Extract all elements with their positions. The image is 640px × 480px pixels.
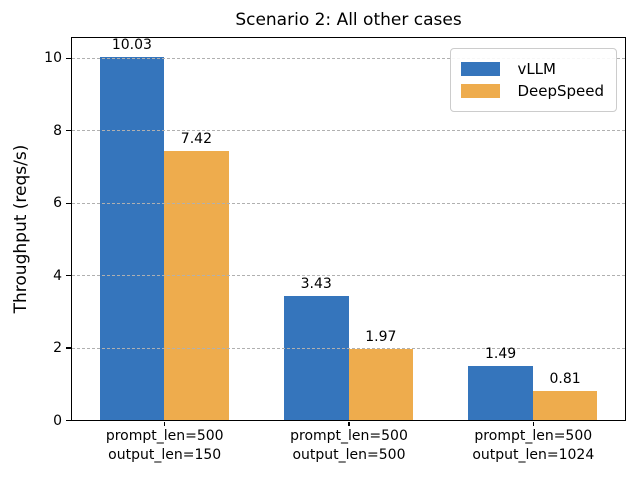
- y-tick-mark: [66, 202, 71, 204]
- plot-area: vLLM DeepSpeed 10.03 3.43 1.49 7.42 1.97 0.81: [71, 37, 626, 421]
- y-tick-label: 0: [53, 412, 62, 429]
- bar-value-label: 1.97: [365, 328, 397, 345]
- legend-item: vLLM: [461, 58, 604, 80]
- legend-label: vLLM: [517, 60, 556, 78]
- x-tick-label: prompt_len=500 output_len=1024: [472, 427, 595, 463]
- chart-title: Scenario 2: All other cases: [235, 10, 462, 30]
- y-axis-label: Throughput (reqs/s): [11, 144, 31, 314]
- bar-value-label: 7.42: [180, 131, 212, 148]
- x-tick-mark: [532, 422, 534, 426]
- y-tick-mark: [66, 275, 71, 277]
- bar-deepspeed-0: [164, 151, 229, 420]
- y-tick-mark: [66, 130, 71, 132]
- bar-value-label: 10.03: [111, 36, 152, 53]
- x-tick-label: prompt_len=500 output_len=150: [105, 427, 224, 463]
- x-tick-mark: [348, 422, 350, 426]
- x-tick-label: prompt_len=500 output_len=500: [290, 427, 408, 463]
- y-tick-mark: [66, 419, 71, 422]
- legend: vLLM DeepSpeed: [450, 48, 617, 112]
- bar-vllm-2: [468, 366, 533, 420]
- y-tick-mark: [66, 347, 71, 349]
- y-tick-label: 2: [53, 340, 62, 357]
- legend-swatch-deepspeed: [461, 84, 501, 98]
- legend-label: DeepSpeed: [517, 82, 604, 100]
- bar-vllm-1: [284, 295, 349, 420]
- bar-value-label: 3.43: [300, 275, 332, 292]
- legend-item: DeepSpeed: [461, 80, 604, 102]
- y-tick-label: 10: [44, 50, 62, 67]
- bar-vllm-0: [99, 56, 165, 420]
- bar-value-label: 1.49: [485, 346, 517, 362]
- y-tick-label: 6: [53, 195, 62, 212]
- y-tick-label: 4: [53, 267, 62, 284]
- legend-swatch-vllm: [461, 62, 501, 76]
- bar-value-label: 0.81: [549, 370, 581, 387]
- bar-deepspeed-1: [348, 348, 413, 420]
- y-tick-mark: [66, 57, 71, 60]
- y-tick-label: 8: [53, 122, 62, 139]
- x-tick-mark: [164, 422, 166, 426]
- bar-deepspeed-2: [532, 390, 598, 420]
